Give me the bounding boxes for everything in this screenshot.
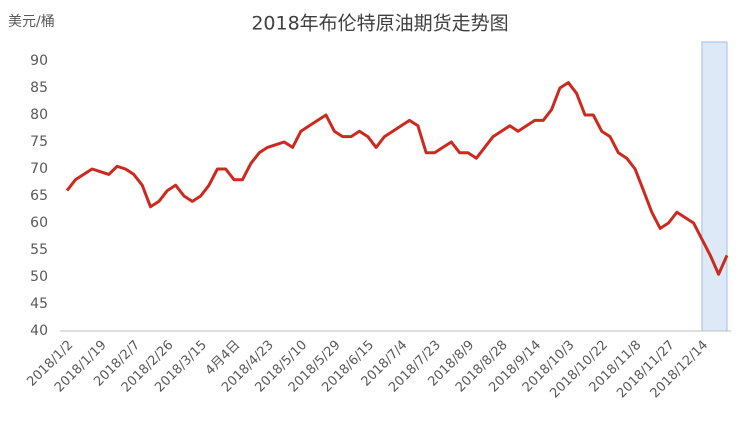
y-axis-label: 美元/桶 [8,14,55,30]
y-tick-label: 40 [30,323,48,339]
y-tick-label: 60 [30,215,48,231]
chart-title: 2018年布伦特原油期货走势图 [251,13,508,35]
y-tick-label: 55 [30,242,48,258]
y-tick-label: 70 [30,161,48,177]
highlight-band [701,41,728,332]
data-line [65,81,729,276]
y-tick-label: 85 [30,80,48,96]
y-tick-label: 90 [30,53,48,69]
y-tick-label: 50 [30,269,48,285]
y-tick-label: 45 [30,296,48,312]
y-tick-label: 65 [30,188,48,204]
y-tick-label: 75 [30,134,48,150]
y-tick-label: 80 [30,107,48,123]
